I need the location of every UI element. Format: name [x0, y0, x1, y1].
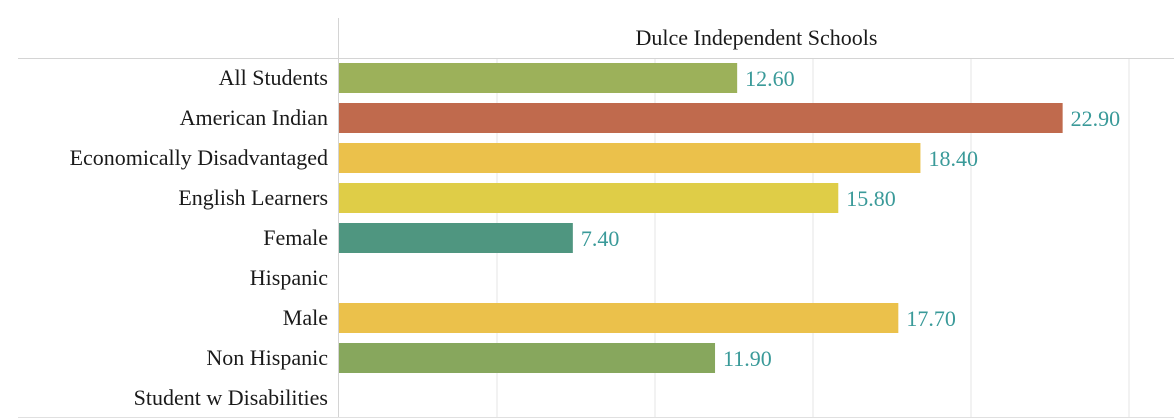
data-label: 22.90 — [1071, 106, 1121, 131]
category-label: English Learners — [178, 185, 328, 210]
category-label: Non Hispanic — [206, 345, 328, 370]
bar — [339, 223, 573, 253]
category-label: Female — [263, 225, 328, 250]
data-label: 17.70 — [906, 306, 956, 331]
category-label: Student w Disabilities — [133, 385, 328, 410]
bar — [339, 183, 839, 213]
bar — [339, 343, 716, 373]
data-label: 15.80 — [846, 186, 896, 211]
category-label: Male — [282, 305, 328, 330]
data-label: 18.40 — [928, 146, 978, 171]
category-label: Economically Disadvantaged — [69, 145, 328, 170]
bar — [339, 143, 921, 173]
data-label: 11.90 — [723, 346, 772, 371]
category-label: All Students — [218, 65, 328, 90]
data-label: 12.60 — [745, 66, 795, 91]
bar — [339, 303, 899, 333]
bar — [339, 103, 1063, 133]
bar — [339, 63, 738, 93]
chart-title: Dulce Independent Schools — [635, 25, 878, 50]
category-label: Hispanic — [249, 265, 328, 290]
data-label: 7.40 — [581, 226, 620, 251]
category-label: American Indian — [179, 105, 328, 130]
